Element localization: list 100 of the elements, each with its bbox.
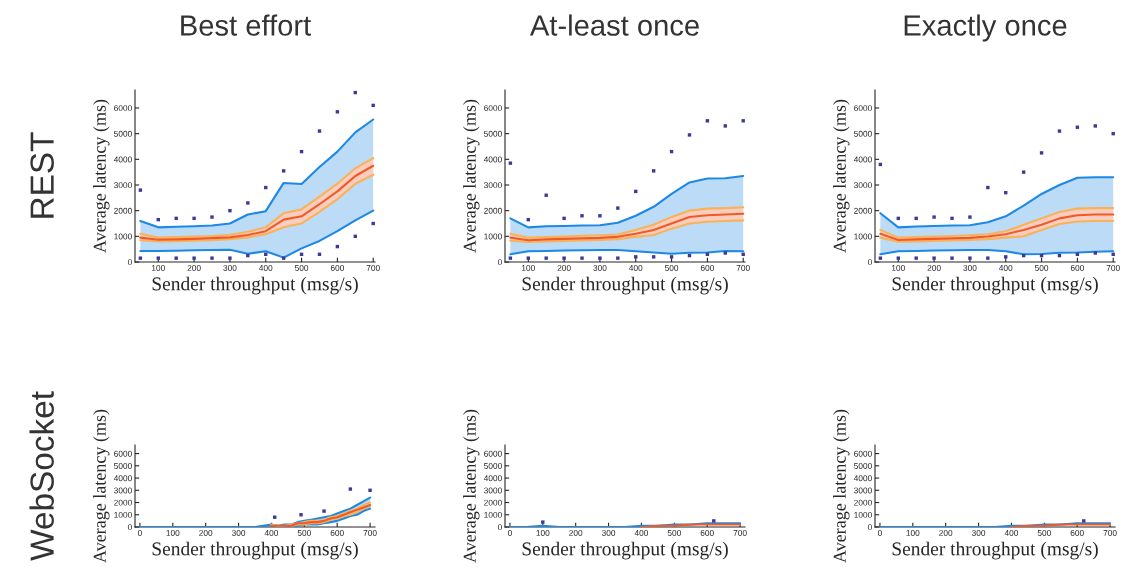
x-axis-title: Sender throughput (msg/s) (522, 541, 728, 560)
y-tick-label: 2000 (484, 499, 502, 506)
x-axis-title: Sender throughput (msg/s) (152, 541, 358, 560)
x-tick-label: 200 (557, 265, 571, 271)
chart-title: Exactly once (904, 14, 1067, 42)
y-tick-label: 6000 (854, 105, 872, 112)
x-tick-label: 200 (199, 530, 213, 536)
x-tick-label: 100 (536, 530, 550, 536)
x-tick-label: 500 (1034, 265, 1049, 271)
y-tick-label: 5000 (114, 463, 132, 469)
x-tick-label: 600 (700, 530, 714, 536)
y-tick-label: 5000 (854, 130, 872, 137)
x-tick-label: 400 (628, 265, 643, 271)
x-tick-label: 200 (927, 265, 941, 271)
x-tick-label: 500 (297, 530, 311, 536)
y-tick-label: 1000 (484, 233, 502, 240)
y-axis-title: Average latency (ms) (463, 409, 480, 563)
y-tick-label: 2000 (854, 207, 872, 214)
x-tick-label: 600 (1070, 265, 1085, 271)
x-tick-label: 100 (521, 265, 535, 271)
x-tick-label: 100 (891, 265, 905, 271)
y-axis-title: Average latency (ms) (833, 99, 850, 253)
y-axis-title: Average latency (ms) (463, 99, 480, 253)
x-tick-label: 600 (330, 265, 345, 271)
x-tick-label: 400 (634, 530, 649, 536)
y-tick-label: 6000 (114, 105, 132, 112)
y-tick-label: 2000 (114, 499, 132, 506)
y-tick-label: 6000 (854, 450, 872, 457)
y-tick-label: 0 (497, 524, 502, 531)
y-tick-label: 0 (867, 524, 872, 531)
x-tick-label: 700 (733, 530, 747, 536)
x-tick-label: 500 (664, 265, 679, 271)
y-tick-label: 1000 (484, 511, 502, 518)
text: REST (30, 132, 54, 218)
x-axis-title: Sender throughput (msg/s) (892, 276, 1098, 295)
y-tick-label: 4000 (113, 475, 132, 482)
x-tick-label: 300 (963, 265, 977, 271)
y-tick-label: 2000 (114, 207, 132, 214)
y-tick-label: 4000 (483, 475, 502, 482)
y-axis-title: Average latency (ms) (93, 99, 110, 253)
x-tick-label: 0 (507, 530, 512, 536)
y-tick-label: 3000 (484, 487, 502, 494)
x-tick-label: 0 (137, 530, 142, 536)
x-tick-label: 600 (1070, 530, 1084, 536)
y-tick-label: 5000 (484, 463, 502, 469)
y-tick-label: 3000 (114, 487, 132, 494)
y-tick-label: 3000 (854, 182, 872, 189)
x-axis-title: Sender throughput (msg/s) (892, 541, 1098, 560)
x-tick-label: 0 (877, 530, 882, 536)
x-tick-label: 400 (258, 265, 273, 271)
x-axis-title: Sender throughput (msg/s) (522, 276, 728, 295)
y-tick-label: 6000 (484, 105, 502, 112)
y-tick-label: 4000 (853, 475, 872, 482)
x-tick-label: 400 (998, 265, 1013, 271)
x-tick-label: 500 (1037, 530, 1051, 536)
x-axis-title: Sender throughput (msg/s) (152, 276, 358, 295)
x-tick-label: 100 (151, 265, 165, 271)
y-tick-label: 1000 (854, 511, 872, 518)
y-tick-label: 2000 (854, 499, 872, 506)
x-tick-label: 300 (231, 530, 246, 536)
x-tick-label: 100 (166, 530, 180, 536)
y-tick-label: 3000 (484, 182, 502, 189)
x-tick-label: 700 (363, 530, 377, 536)
y-tick-label: 6000 (114, 450, 132, 457)
y-tick-label: 1000 (114, 511, 132, 518)
y-axis-title: Average latency (ms) (93, 409, 110, 563)
x-tick-label: 500 (294, 265, 309, 271)
chart-title: At-least once (529, 14, 699, 36)
x-tick-label: 200 (187, 265, 201, 271)
y-tick-label: 4000 (483, 156, 502, 163)
y-tick-label: 6000 (484, 450, 502, 457)
y-tick-label: 3000 (114, 182, 132, 189)
y-tick-label: 0 (127, 524, 132, 531)
y-tick-label: 1000 (114, 233, 132, 240)
x-tick-label: 300 (223, 265, 237, 271)
x-tick-label: 200 (569, 530, 583, 536)
x-tick-label: 300 (601, 530, 616, 536)
x-tick-label: 600 (330, 530, 344, 536)
x-tick-label: 300 (971, 530, 986, 536)
y-axis-title: Average latency (ms) (833, 409, 850, 563)
x-tick-label: 700 (1106, 265, 1120, 271)
y-tick-label: 2000 (484, 207, 502, 214)
x-tick-label: 400 (1004, 530, 1019, 536)
y-tick-label: 4000 (853, 156, 872, 163)
x-tick-label: 500 (667, 530, 681, 536)
x-tick-label: 700 (736, 265, 750, 271)
y-tick-label: 5000 (484, 130, 502, 137)
y-tick-label: 5000 (114, 130, 132, 137)
y-tick-label: 4000 (113, 156, 132, 163)
y-tick-label: 0 (127, 259, 132, 266)
x-tick-label: 300 (593, 265, 607, 271)
y-tick-label: 0 (867, 259, 872, 266)
text: WebSocket (29, 391, 54, 561)
x-tick-label: 700 (1103, 530, 1117, 536)
x-tick-label: 200 (939, 530, 953, 536)
x-tick-label: 700 (366, 265, 380, 271)
x-tick-label: 100 (906, 530, 920, 536)
x-tick-label: 600 (700, 265, 715, 271)
y-tick-label: 3000 (854, 487, 872, 494)
y-tick-label: 5000 (854, 463, 872, 469)
